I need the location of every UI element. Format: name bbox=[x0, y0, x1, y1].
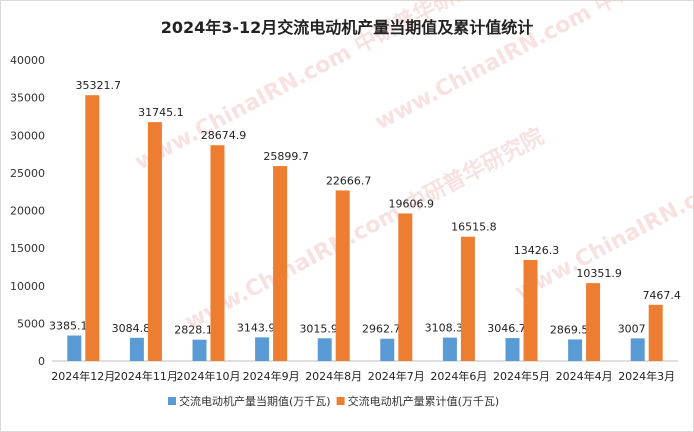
bar-current bbox=[505, 338, 520, 361]
bar-current bbox=[255, 337, 270, 361]
bar-cumulative bbox=[398, 213, 413, 361]
x-tick-label: 2024年9月 bbox=[243, 369, 300, 383]
x-tick-label: 2024年11月 bbox=[114, 369, 178, 383]
bar-cumulative bbox=[648, 304, 663, 361]
x-tick-label: 2024年3月 bbox=[618, 369, 675, 383]
y-axis: 0 5000 10000 15000 20000 25000 30000 35000 40000 bbox=[10, 54, 45, 368]
legend-swatch bbox=[336, 397, 345, 405]
bar-current bbox=[380, 338, 395, 361]
data-label-cumulative: 25899.7 bbox=[263, 150, 309, 163]
data-label-current: 2962.7 bbox=[362, 323, 401, 336]
data-label-current: 3015.9 bbox=[299, 322, 338, 335]
y-tick-label: 10000 bbox=[10, 280, 45, 293]
bar-current bbox=[442, 337, 457, 361]
y-tick-label: 30000 bbox=[10, 129, 45, 142]
x-tick-label: 2024年10月 bbox=[177, 369, 241, 383]
y-tick-label: 35000 bbox=[10, 92, 45, 105]
bars-layer: 3385.1 35321.7 3084.8 31745.1 2828.1 28674.9 3… bbox=[49, 79, 681, 361]
bar-cumulative bbox=[85, 95, 100, 361]
bar-cumulative bbox=[210, 145, 225, 361]
bar-cumulative bbox=[273, 166, 288, 361]
data-label-cumulative: 19606.9 bbox=[389, 197, 435, 210]
data-label-cumulative: 22666.7 bbox=[326, 174, 372, 187]
y-tick-label: 0 bbox=[38, 355, 45, 368]
x-tick-label: 2024年5月 bbox=[493, 369, 550, 383]
legend-label: 交流电动机产量当期值(万千瓦) bbox=[179, 394, 331, 408]
x-tick-label: 2024年7月 bbox=[368, 369, 425, 383]
legend-label: 交流电动机产量累计值(万千瓦) bbox=[348, 394, 500, 408]
data-label-cumulative: 10351.9 bbox=[576, 267, 622, 280]
y-tick-label: 40000 bbox=[10, 54, 45, 67]
bar-current bbox=[317, 338, 332, 361]
x-tick-label: 2024年8月 bbox=[305, 369, 362, 383]
bar-cumulative bbox=[586, 283, 601, 361]
x-tick-label: 2024年4月 bbox=[556, 369, 613, 383]
bar-cumulative bbox=[460, 236, 475, 361]
data-label-current: 3143.9 bbox=[237, 321, 276, 334]
bar-cumulative bbox=[147, 122, 162, 361]
bar-current bbox=[568, 339, 583, 361]
data-label-current: 3385.1 bbox=[49, 320, 88, 333]
data-label-cumulative: 28674.9 bbox=[201, 129, 247, 142]
y-tick-label: 20000 bbox=[10, 205, 45, 218]
bar-current bbox=[630, 338, 645, 361]
chart-title: 2024年3-12月交流电动机产量当期值及累计值统计 bbox=[161, 18, 534, 37]
y-tick-label: 5000 bbox=[17, 317, 45, 330]
data-label-current: 2828.1 bbox=[174, 324, 213, 337]
bar-cumulative bbox=[335, 190, 350, 361]
legend-swatch bbox=[168, 397, 176, 405]
data-label-current: 3007 bbox=[618, 322, 646, 335]
data-label-current: 2869.5 bbox=[550, 323, 589, 336]
legend: 交流电动机产量当期值(万千瓦) 交流电动机产量累计值(万千瓦) bbox=[168, 394, 499, 408]
data-label-current: 3046.7 bbox=[487, 322, 526, 335]
x-tick-label: 2024年12月 bbox=[51, 369, 115, 383]
data-label-cumulative: 7467.4 bbox=[642, 289, 681, 302]
y-tick-label: 25000 bbox=[10, 167, 45, 180]
data-label-cumulative: 35321.7 bbox=[76, 79, 122, 92]
data-label-cumulative: 13426.3 bbox=[514, 244, 560, 257]
data-label-current: 3108.3 bbox=[425, 322, 464, 335]
bar-current bbox=[67, 335, 82, 361]
y-tick-label: 15000 bbox=[10, 242, 45, 255]
data-label-current: 3084.8 bbox=[112, 322, 151, 335]
data-label-cumulative: 16515.8 bbox=[451, 221, 497, 234]
bar-current bbox=[192, 339, 207, 361]
x-tick-label: 2024年6月 bbox=[430, 369, 487, 383]
data-label-cumulative: 31745.1 bbox=[138, 106, 184, 119]
bar-cumulative bbox=[523, 259, 538, 361]
bar-current bbox=[129, 337, 144, 361]
